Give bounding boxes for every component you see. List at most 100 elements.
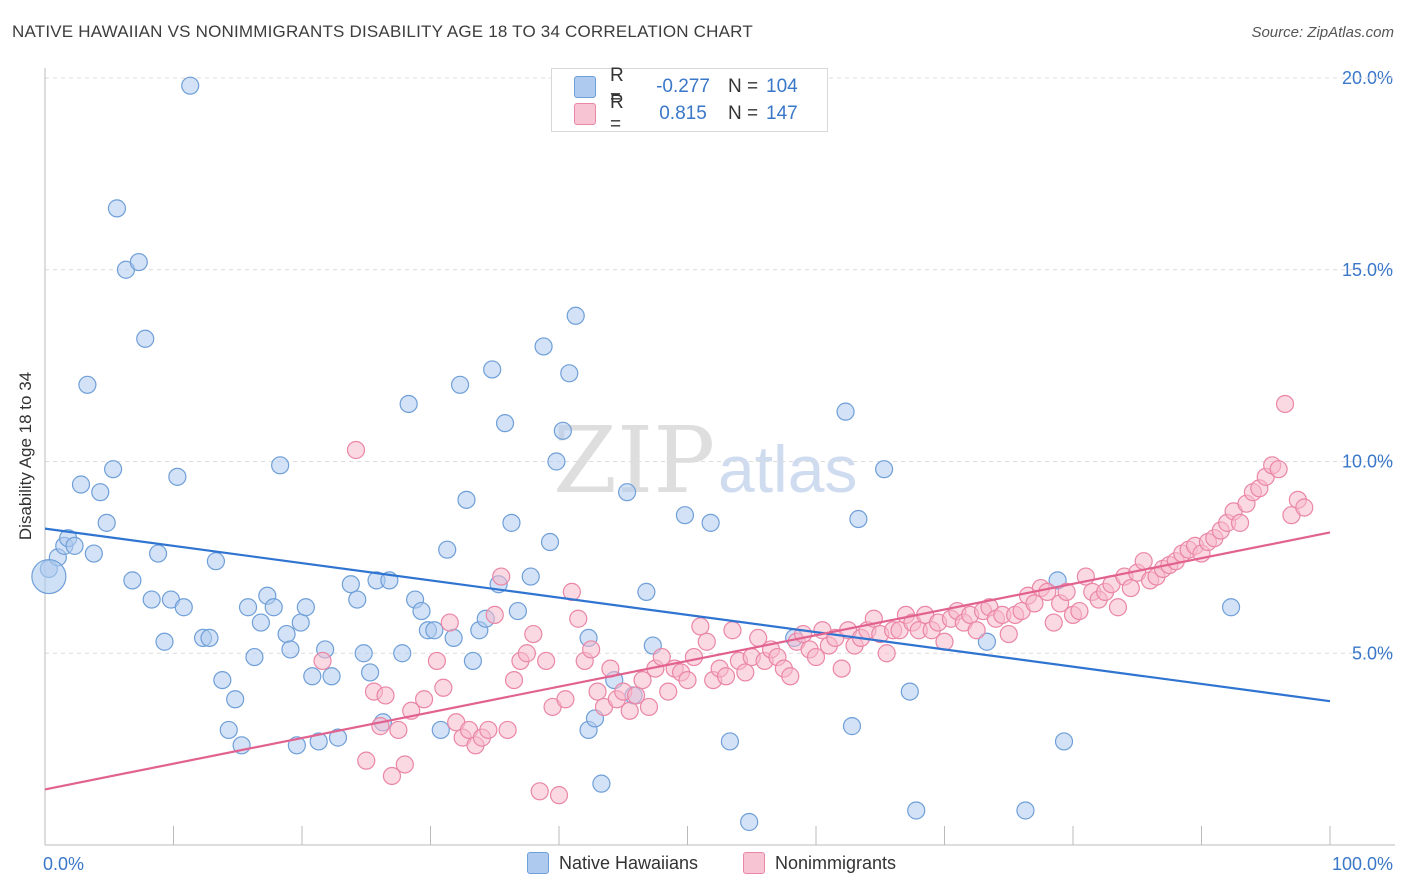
- native-hawaiian-point: [502, 513, 521, 532]
- nonimmigrant-point: [414, 690, 434, 709]
- watermark-atlas: atlas: [718, 432, 857, 506]
- native-hawaiian-point: [425, 621, 444, 640]
- nonimmigrant-point: [832, 659, 851, 678]
- x-tick-label: 0.0%: [43, 854, 84, 874]
- native-hawaiian-point: [341, 575, 360, 594]
- nonimmigrant-point: [582, 640, 601, 659]
- native-hawaiian-point: [836, 402, 855, 421]
- native-hawaiian-point: [701, 513, 720, 532]
- pink-swatch-icon: [743, 852, 765, 874]
- nonimmigrant-point: [639, 697, 659, 717]
- native-hawaiian-point: [354, 644, 373, 663]
- native-hawaiian-point: [431, 720, 450, 740]
- nonimmigrant-point: [633, 670, 652, 690]
- native-hawaiian-point: [129, 252, 148, 272]
- native-hawaiian-point: [977, 632, 997, 651]
- legend-label: Native Hawaiians: [559, 852, 699, 873]
- native-hawaiian-point: [168, 467, 187, 486]
- nonimmigrant-point: [537, 651, 556, 671]
- native-hawaiian-point: [457, 490, 476, 509]
- nonimmigrant-point: [427, 651, 447, 671]
- r-value: 0.815: [659, 103, 707, 124]
- native-hawaiian-point: [277, 624, 296, 644]
- native-hawaiian-point: [560, 364, 579, 383]
- nonimmigrant-point: [1108, 598, 1128, 617]
- nonimmigrant-point: [723, 621, 742, 640]
- native-hawaiian-point: [361, 663, 380, 682]
- native-hawaiian-point: [592, 774, 611, 793]
- native-hawaiian-point: [206, 552, 226, 571]
- native-hawaiian-point: [740, 812, 759, 832]
- nonimmigrants-trendline: [44, 531, 1331, 791]
- native-hawaiian-point: [618, 483, 637, 502]
- nonimmigrant-point: [684, 647, 704, 667]
- y-axis-label: Disability Age 18 to 34: [16, 371, 35, 541]
- native-hawaiian-point: [303, 667, 322, 686]
- native-hawaiian-point: [412, 601, 431, 621]
- y-tick-label: 15.0%: [1342, 260, 1393, 280]
- native-hawaiian-point: [393, 644, 412, 663]
- native-hawaiian-point: [495, 414, 515, 433]
- nonimmigrant-point: [1134, 552, 1153, 571]
- nonimmigrant-point: [395, 755, 414, 774]
- y-tick-label: 10.0%: [1342, 452, 1393, 472]
- native-hawaiian-point: [463, 651, 483, 671]
- nonimmigrant-point: [346, 440, 366, 460]
- nonimmigrant-point: [877, 644, 896, 663]
- native-hawaiian-point: [566, 306, 585, 325]
- native-hawaiian-point: [291, 613, 310, 632]
- legend-item-nonimmigrants: Nonimmigrants: [743, 852, 896, 874]
- native-hawaiian-point: [348, 590, 367, 609]
- nonimmigrant-point: [479, 720, 498, 740]
- native-hawaiian-point: [296, 598, 315, 617]
- nonimmigrant-point: [967, 621, 986, 640]
- nonimmigrant-point: [313, 651, 332, 671]
- native-hawaiian-point: [264, 598, 283, 617]
- native-hawaiian-point: [71, 475, 91, 494]
- native-hawaiian-point: [842, 717, 862, 736]
- chart-title: NATIVE HAWAIIAN VS NONIMMIGRANTS DISABIL…: [12, 22, 753, 41]
- native-hawaiian-point: [534, 337, 553, 356]
- nonimmigrant-point: [524, 624, 543, 644]
- native-hawaiian-point: [521, 567, 540, 586]
- nonimmigrant-point: [1025, 594, 1044, 613]
- n-value: 147: [766, 103, 798, 124]
- pink-swatch-icon: [574, 103, 596, 125]
- native-hawaiian-point: [720, 732, 740, 751]
- native-hawaiian-point: [553, 421, 572, 440]
- n-label: N =: [728, 76, 759, 97]
- native-hawaiian-point: [251, 613, 270, 632]
- nonimmigrant-point: [1121, 578, 1140, 598]
- native-hawaiian-point: [142, 590, 161, 609]
- native-hawaiian-point: [155, 632, 174, 651]
- native-hawaiian-point: [1221, 598, 1241, 617]
- nonimmigrant-point: [357, 751, 376, 770]
- r-value: -0.277: [656, 76, 710, 97]
- native-hawaiian-point: [97, 513, 116, 532]
- nonimmigrant-point: [382, 766, 402, 786]
- native-hawaiian-point: [226, 690, 245, 709]
- nonimmigrant-point: [1057, 582, 1076, 601]
- nonimmigrant-point: [492, 567, 511, 586]
- native-hawaiian-point: [200, 628, 219, 648]
- nonimmigrant-point: [389, 720, 408, 740]
- native-hawaiians-trendline: [44, 527, 1331, 703]
- native-hawaiian-point: [78, 375, 97, 394]
- nonimmigrant-point: [1275, 394, 1295, 414]
- nonimmigrant-point: [620, 701, 639, 720]
- nonimmigrant-point: [691, 617, 710, 636]
- stats-row-native-hawaiians: R = -0.277 N = 104: [574, 65, 798, 108]
- nonimmigrant-point: [1295, 498, 1314, 517]
- r-label: R =: [610, 92, 624, 135]
- native-hawaiian-point: [540, 532, 560, 552]
- stats-legend: R = -0.277 N = 104 R = 0.815 N = 147: [551, 65, 828, 135]
- native-hawaiian-point: [287, 736, 306, 755]
- native-hawaiian-point: [181, 76, 200, 95]
- native-hawaiian-point: [213, 670, 232, 690]
- nonimmigrant-point: [1070, 601, 1089, 621]
- nonimmigrant-point: [549, 786, 569, 805]
- nonimmigrant-point: [999, 624, 1018, 644]
- native-hawaiian-point: [104, 460, 123, 479]
- nonimmigrant-point: [659, 682, 678, 701]
